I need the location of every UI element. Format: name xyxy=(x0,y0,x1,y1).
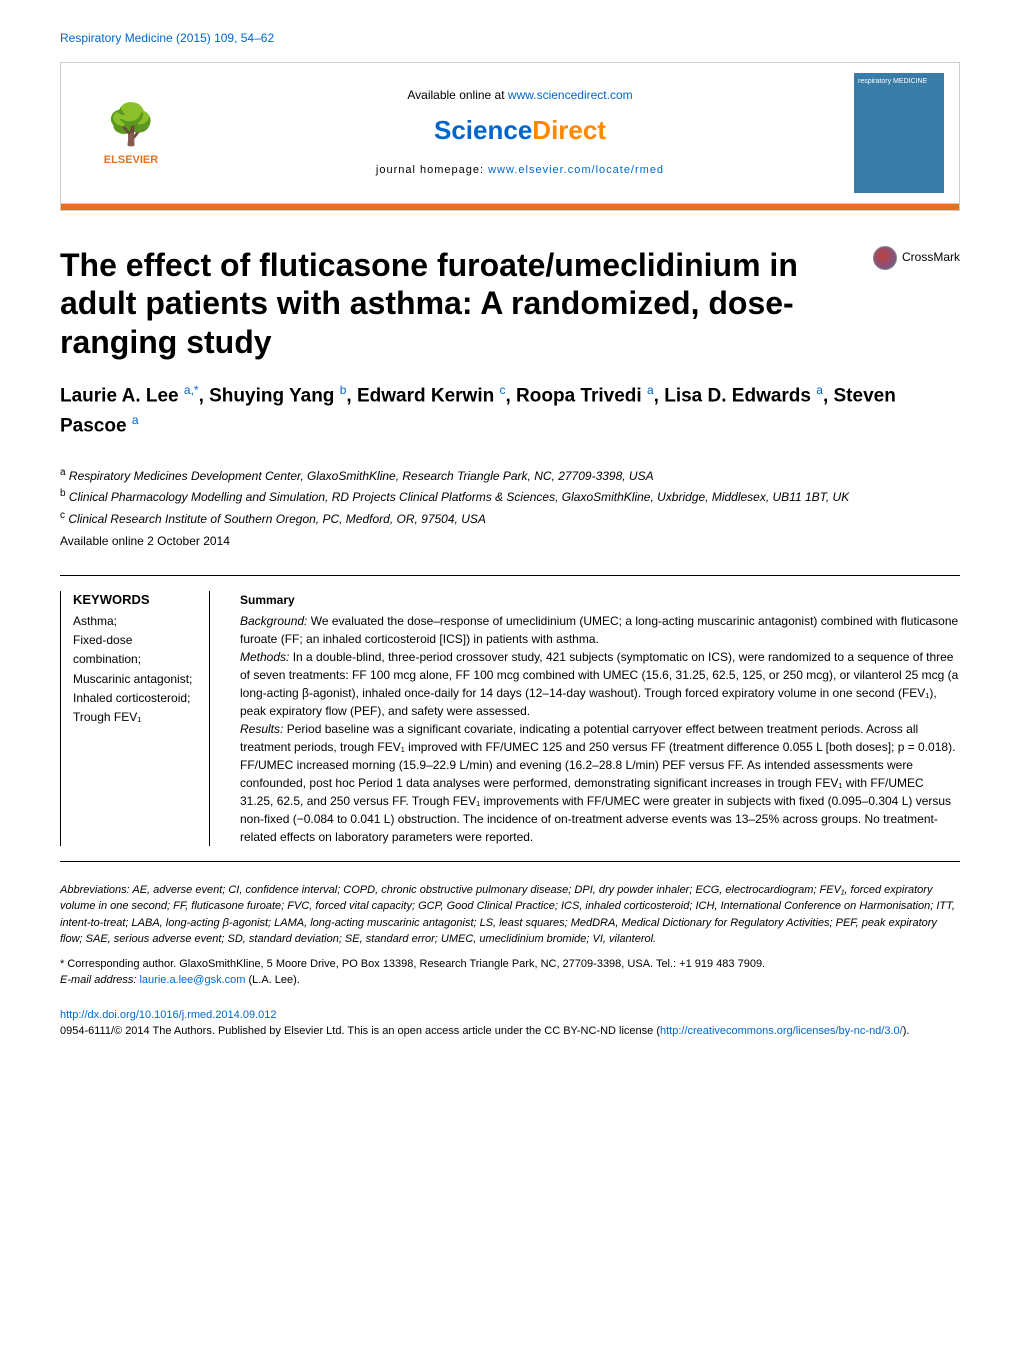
summary-results: Results: Period baseline was a significa… xyxy=(240,720,960,846)
journal-homepage-text: journal homepage: www.elsevier.com/locat… xyxy=(186,163,854,178)
sciencedirect-link[interactable]: www.sciencedirect.com xyxy=(508,88,633,102)
sciencedirect-direct: Direct xyxy=(532,115,606,145)
methods-label: Methods: xyxy=(240,650,289,664)
summary-column: Summary Background: We evaluated the dos… xyxy=(240,591,960,846)
summary-methods: Methods: In a double-blind, three-period… xyxy=(240,648,960,720)
sciencedirect-science: Science xyxy=(434,115,532,145)
email-label: E-mail address: xyxy=(60,974,139,986)
crossmark-badge[interactable]: CrossMark xyxy=(873,246,960,270)
citation-header: Respiratory Medicine (2015) 109, 54–62 xyxy=(60,30,960,47)
authors-list: Laurie A. Lee a,*, Shuying Yang b, Edwar… xyxy=(60,381,960,441)
abbreviations-label: Abbreviations: xyxy=(60,884,130,896)
keywords-list: Asthma; Fixed-dose combination; Muscarin… xyxy=(73,612,197,727)
email-suffix: (L.A. Lee). xyxy=(245,974,299,986)
available-date: Available online 2 October 2014 xyxy=(60,533,960,550)
crossmark-label: CrossMark xyxy=(902,249,960,266)
background-label: Background: xyxy=(240,614,307,628)
keywords-title: KEYWORDS xyxy=(73,591,197,609)
journal-homepage-link[interactable]: www.elsevier.com/locate/rmed xyxy=(488,164,664,176)
affiliation: c Clinical Research Institute of Souther… xyxy=(60,509,960,528)
summary-title: Summary xyxy=(240,591,960,609)
affiliation: a Respiratory Medicines Development Cent… xyxy=(60,466,960,485)
journal-cover-thumbnail: respiratory MEDICINE xyxy=(854,73,944,193)
keywords-column: KEYWORDS Asthma; Fixed-dose combination;… xyxy=(60,591,210,846)
summary-background: Background: We evaluated the dose–respon… xyxy=(240,612,960,648)
abbreviations-section: Abbreviations: AE, adverse event; CI, co… xyxy=(60,882,960,948)
banner-orange-bar xyxy=(61,204,959,210)
article-title: The effect of fluticasone furoate/umecli… xyxy=(60,246,873,361)
corresponding-author: * Corresponding author. GlaxoSmithKline,… xyxy=(60,956,960,989)
copyright-text: 0954-6111/© 2014 The Authors. Published … xyxy=(60,1023,960,1040)
abbreviations-text: AE, adverse event; CI, confidence interv… xyxy=(60,884,955,946)
corresponding-email-link[interactable]: laurie.a.lee@gsk.com xyxy=(139,974,245,986)
journal-banner: 🌳 ELSEVIER Available online at www.scien… xyxy=(60,62,960,211)
corresponding-line: * Corresponding author. GlaxoSmithKline,… xyxy=(60,956,960,973)
crossmark-icon xyxy=(873,246,897,270)
elsevier-logo: 🌳 ELSEVIER xyxy=(76,73,186,193)
footer-section: http://dx.doi.org/10.1016/j.rmed.2014.09… xyxy=(60,1007,960,1040)
journal-cover-title: respiratory MEDICINE xyxy=(858,77,940,87)
abstract-box: KEYWORDS Asthma; Fixed-dose combination;… xyxy=(60,575,960,862)
elsevier-label: ELSEVIER xyxy=(104,153,158,168)
affiliation: b Clinical Pharmacology Modelling and Si… xyxy=(60,487,960,506)
results-label: Results: xyxy=(240,722,283,736)
available-online-text: Available online at www.sciencedirect.co… xyxy=(186,87,854,104)
license-link[interactable]: http://creativecommons.org/licenses/by-n… xyxy=(660,1025,903,1037)
sciencedirect-logo: ScienceDirect xyxy=(186,112,854,148)
doi-link[interactable]: http://dx.doi.org/10.1016/j.rmed.2014.09… xyxy=(60,1009,277,1021)
elsevier-tree-icon: 🌳 xyxy=(106,97,156,153)
